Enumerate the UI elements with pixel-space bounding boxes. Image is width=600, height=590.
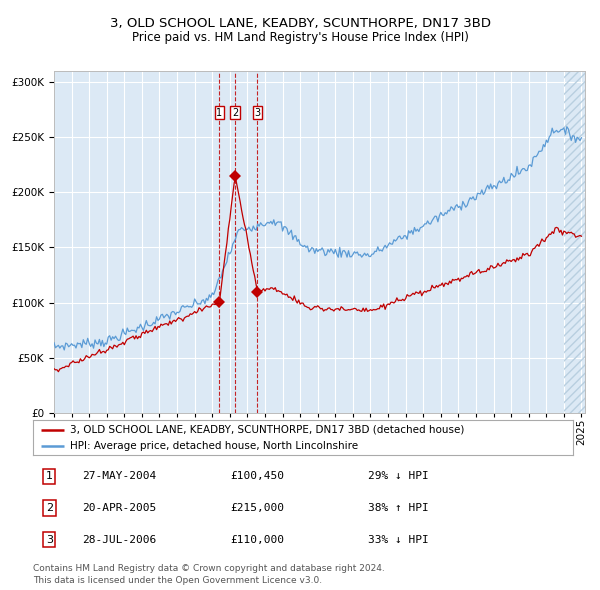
- Text: £100,450: £100,450: [230, 471, 284, 481]
- Bar: [564, 71, 585, 413]
- Text: 3, OLD SCHOOL LANE, KEADBY, SCUNTHORPE, DN17 3BD (detached house): 3, OLD SCHOOL LANE, KEADBY, SCUNTHORPE, …: [70, 425, 464, 435]
- Text: 27-MAY-2004: 27-MAY-2004: [82, 471, 157, 481]
- Text: 20-APR-2005: 20-APR-2005: [82, 503, 157, 513]
- Text: 29% ↓ HPI: 29% ↓ HPI: [368, 471, 428, 481]
- Text: 28-JUL-2006: 28-JUL-2006: [82, 535, 157, 545]
- Text: 3: 3: [254, 108, 260, 118]
- Text: This data is licensed under the Open Government Licence v3.0.: This data is licensed under the Open Gov…: [33, 576, 322, 585]
- Text: HPI: Average price, detached house, North Lincolnshire: HPI: Average price, detached house, Nort…: [70, 441, 358, 451]
- Text: 3: 3: [46, 535, 53, 545]
- Text: Price paid vs. HM Land Registry's House Price Index (HPI): Price paid vs. HM Land Registry's House …: [131, 31, 469, 44]
- Text: Contains HM Land Registry data © Crown copyright and database right 2024.: Contains HM Land Registry data © Crown c…: [33, 564, 385, 573]
- Text: 38% ↑ HPI: 38% ↑ HPI: [368, 503, 428, 513]
- Text: 1: 1: [46, 471, 53, 481]
- Text: 2: 2: [46, 503, 53, 513]
- Text: £215,000: £215,000: [230, 503, 284, 513]
- Text: 3, OLD SCHOOL LANE, KEADBY, SCUNTHORPE, DN17 3BD: 3, OLD SCHOOL LANE, KEADBY, SCUNTHORPE, …: [110, 17, 491, 30]
- Text: £110,000: £110,000: [230, 535, 284, 545]
- Text: 1: 1: [217, 108, 223, 118]
- Text: 33% ↓ HPI: 33% ↓ HPI: [368, 535, 428, 545]
- Text: 2: 2: [232, 108, 238, 118]
